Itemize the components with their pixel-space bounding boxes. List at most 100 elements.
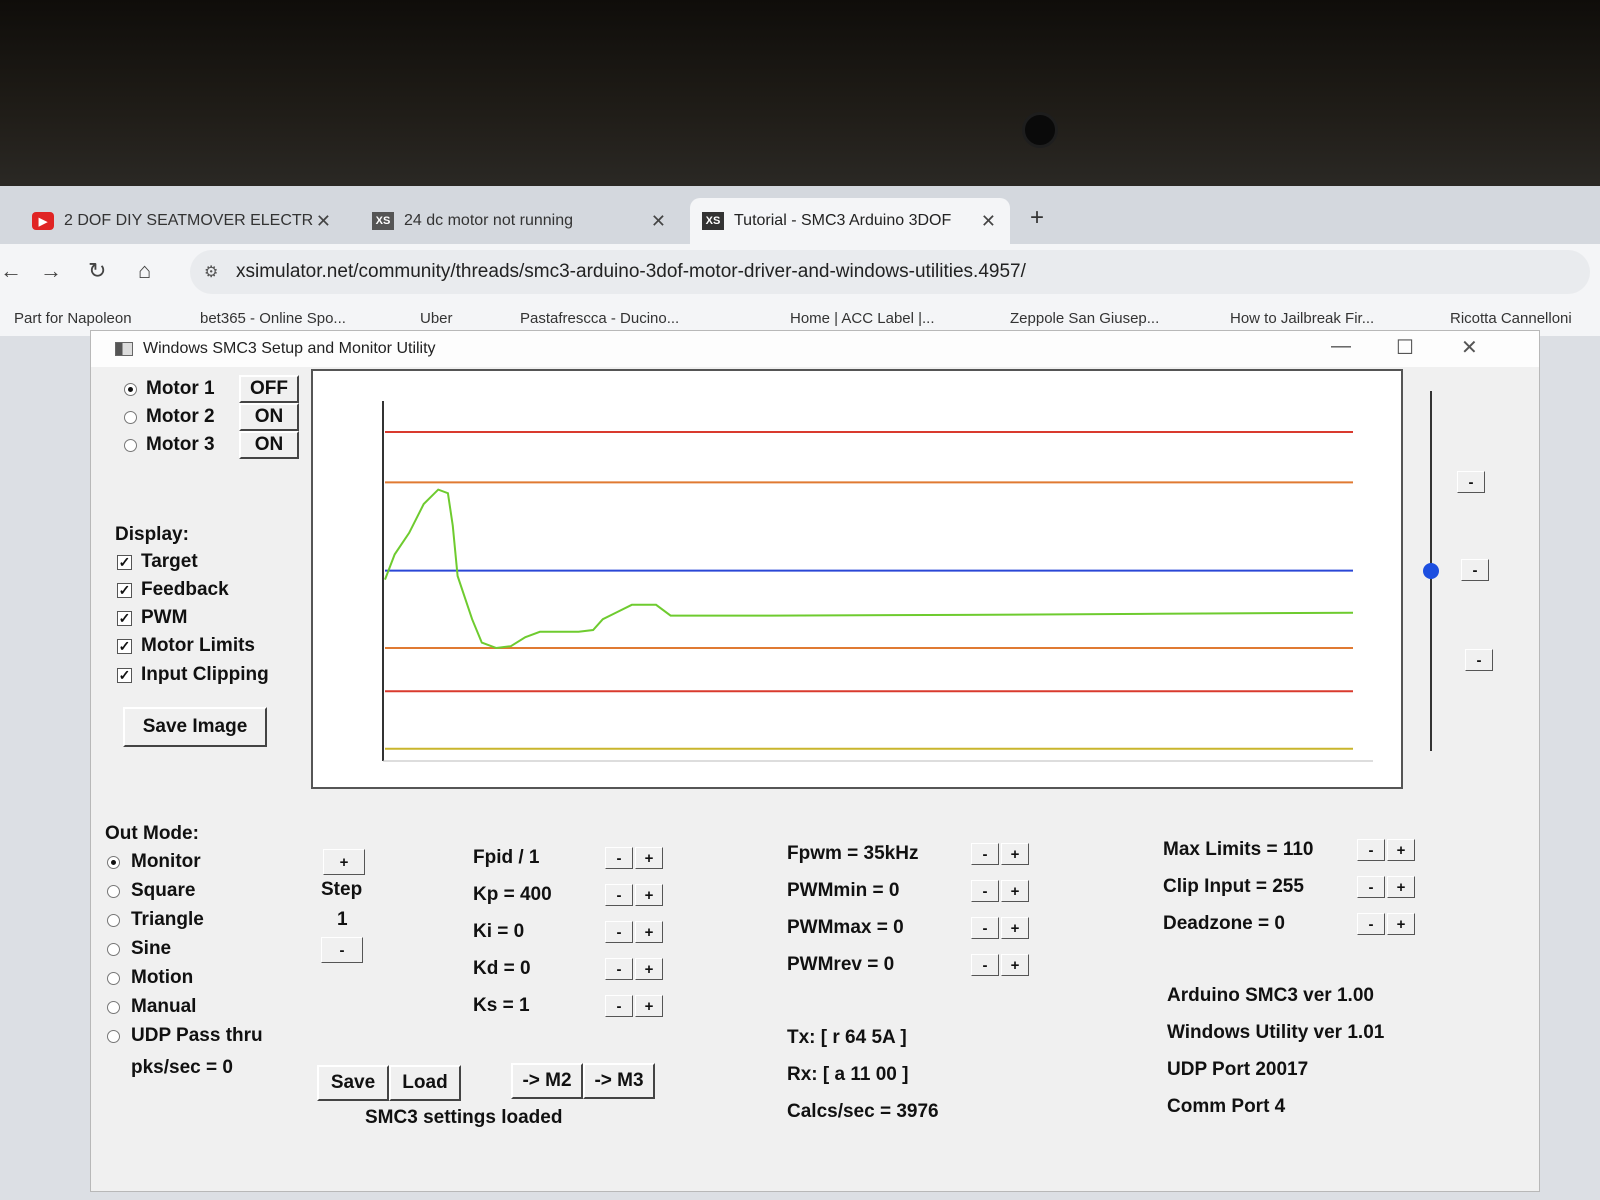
tab-seatmover[interactable]: ▶ 2 DOF DIY SEATMOVER ELECTR ✕ [20, 198, 345, 244]
slider-mid-minus-button[interactable]: - [1461, 559, 1489, 581]
square-radio[interactable] [107, 885, 120, 898]
close-icon[interactable]: ✕ [315, 210, 331, 231]
fpwm-plus-button[interactable]: + [1001, 843, 1029, 865]
bookmark-item[interactable]: Pastafrescca - Ducino... [520, 310, 680, 327]
motor-3-toggle[interactable]: ON [239, 431, 299, 459]
window-title: Windows SMC3 Setup and Monitor Utility [143, 340, 436, 357]
motor-2-radio[interactable] [124, 411, 137, 424]
motor-2-toggle[interactable]: ON [239, 403, 299, 431]
slider-top-minus-button[interactable]: - [1457, 471, 1485, 493]
kp-label: Kp = 400 [473, 884, 552, 905]
deadzone-minus-button[interactable]: - [1357, 913, 1385, 935]
tab-strip: ▶ 2 DOF DIY SEATMOVER ELECTR ✕ XS 24 dc … [0, 186, 1600, 244]
kp-minus-button[interactable]: - [605, 884, 633, 906]
motor-1-label: Motor 1 [146, 378, 215, 399]
youtube-icon: ▶ [32, 212, 54, 230]
pwmrev-plus-button[interactable]: + [1001, 954, 1029, 976]
pwmmin-minus-button[interactable]: - [971, 880, 999, 902]
pwmmin-plus-button[interactable]: + [1001, 880, 1029, 902]
feedback-series-line [384, 488, 1354, 650]
motor-1-radio[interactable] [124, 383, 137, 396]
fpid-plus-button[interactable]: + [635, 847, 663, 869]
pwmmax-minus-button[interactable]: - [971, 917, 999, 939]
bookmark-item[interactable]: Zeppole San Giusep... [1010, 310, 1160, 327]
bookmark-item[interactable]: Ricotta Cannelloni [1450, 310, 1572, 327]
bookmark-item[interactable]: How to Jailbreak Fir... [1230, 310, 1375, 327]
sine-radio[interactable] [107, 943, 120, 956]
bookmark-item[interactable]: bet365 - Online Spo... [200, 310, 346, 327]
monitor-label: Monitor [131, 851, 201, 872]
deadzone-plus-button[interactable]: + [1387, 913, 1415, 935]
position-slider-thumb[interactable] [1423, 563, 1439, 579]
pks-per-sec-readout: pks/sec = 0 [131, 1057, 233, 1078]
comm-port: Comm Port 4 [1167, 1096, 1286, 1117]
copy-to-m3-button[interactable]: -> M3 [583, 1063, 655, 1099]
site-info-icon[interactable]: ⚙ [204, 264, 219, 281]
pwm-checkbox[interactable]: ✓ [117, 610, 132, 626]
new-tab-button[interactable]: + [1030, 204, 1045, 231]
save-image-button[interactable]: Save Image [123, 707, 267, 747]
maximize-icon[interactable]: ☐ [1396, 337, 1414, 359]
bookmark-item[interactable]: Uber [420, 310, 453, 327]
target-checkbox[interactable]: ✓ [117, 554, 132, 570]
udp-pass-thru-radio[interactable] [107, 1030, 120, 1043]
address-bar[interactable]: ⚙ xsimulator.net/community/threads/smc3-… [190, 250, 1590, 294]
save-settings-button[interactable]: Save [317, 1065, 389, 1101]
copy-to-m2-button[interactable]: -> M2 [511, 1063, 583, 1099]
max-limits-minus-button[interactable]: - [1357, 839, 1385, 861]
triangle-radio[interactable] [107, 914, 120, 927]
forward-icon[interactable]: → [40, 258, 62, 283]
url-text: xsimulator.net/community/threads/smc3-ar… [236, 261, 1026, 282]
motion-radio[interactable] [107, 972, 120, 985]
max-limits-plus-button[interactable]: + [1387, 839, 1415, 861]
back-icon[interactable]: ← [0, 258, 22, 283]
step-minus-button[interactable]: - [321, 937, 363, 963]
fpwm-label: Fpwm = 35kHz [787, 843, 919, 864]
slider-bottom-minus-button[interactable]: - [1465, 649, 1493, 671]
fpid-minus-button[interactable]: - [605, 847, 633, 869]
input-clipping-checkbox[interactable]: ✓ [117, 667, 132, 683]
motor-3-radio[interactable] [124, 439, 137, 452]
pwmmax-plus-button[interactable]: + [1001, 917, 1029, 939]
tab-dc-motor[interactable]: XS 24 dc motor not running ✕ [360, 198, 680, 244]
pwmrev-minus-button[interactable]: - [971, 954, 999, 976]
ks-plus-button[interactable]: + [635, 995, 663, 1017]
tab-label: 2 DOF DIY SEATMOVER ELECTR [64, 212, 314, 229]
ks-minus-button[interactable]: - [605, 995, 633, 1017]
kd-minus-button[interactable]: - [605, 958, 633, 980]
tab-tutorial[interactable]: XS Tutorial - SMC3 Arduino 3DOF ✕ [690, 198, 1010, 244]
fpid-label: Fpid / 1 [473, 847, 540, 868]
kp-plus-button[interactable]: + [635, 884, 663, 906]
udp-port: UDP Port 20017 [1167, 1059, 1309, 1080]
kd-plus-button[interactable]: + [635, 958, 663, 980]
xs-icon: XS [702, 212, 724, 230]
minimize-icon[interactable]: — [1331, 335, 1351, 357]
reload-icon[interactable]: ↻ [88, 258, 107, 283]
fpwm-minus-button[interactable]: - [971, 843, 999, 865]
bookmark-item[interactable]: Part for Napoleon [14, 310, 132, 327]
tx-readout: Tx: [ r 64 5A ] [787, 1027, 907, 1048]
feedback-checkbox[interactable]: ✓ [117, 582, 132, 598]
ki-plus-button[interactable]: + [635, 921, 663, 943]
close-icon[interactable]: ✕ [980, 210, 996, 231]
rx-readout: Rx: [ a 11 00 ] [787, 1064, 909, 1085]
ki-minus-button[interactable]: - [605, 921, 633, 943]
bookmark-item[interactable]: Home | ACC Label |... [790, 310, 935, 327]
motor-1-toggle[interactable]: OFF [239, 375, 299, 403]
load-settings-button[interactable]: Load [389, 1065, 461, 1101]
motor-limits-checkbox[interactable]: ✓ [117, 638, 132, 654]
monitor-radio[interactable] [107, 856, 120, 869]
clip-input-minus-button[interactable]: - [1357, 876, 1385, 898]
step-plus-button[interactable]: + [323, 849, 365, 875]
motor-2-label: Motor 2 [146, 406, 215, 427]
manual-radio[interactable] [107, 1001, 120, 1014]
motor-3-label: Motor 3 [146, 434, 215, 455]
input-clipping-label: Input Clipping [141, 664, 269, 685]
close-icon[interactable]: ✕ [650, 210, 666, 231]
square-label: Square [131, 880, 196, 901]
close-window-icon[interactable]: ✕ [1461, 337, 1478, 359]
clip-input-plus-button[interactable]: + [1387, 876, 1415, 898]
browser-toolbar: ← → ↻ ⌂ ⚙ xsimulator.net/community/threa… [0, 244, 1600, 300]
arduino-version: Arduino SMC3 ver 1.00 [1167, 985, 1374, 1006]
home-icon[interactable]: ⌂ [138, 258, 152, 283]
